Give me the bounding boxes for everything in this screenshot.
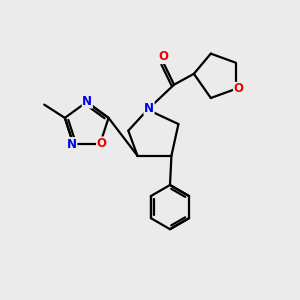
Text: O: O [159, 50, 169, 64]
Text: N: N [144, 102, 154, 115]
Text: methyl: methyl [39, 98, 44, 99]
Text: N: N [82, 95, 92, 108]
Text: N: N [67, 138, 77, 151]
Text: O: O [97, 137, 107, 150]
Text: O: O [233, 82, 244, 95]
